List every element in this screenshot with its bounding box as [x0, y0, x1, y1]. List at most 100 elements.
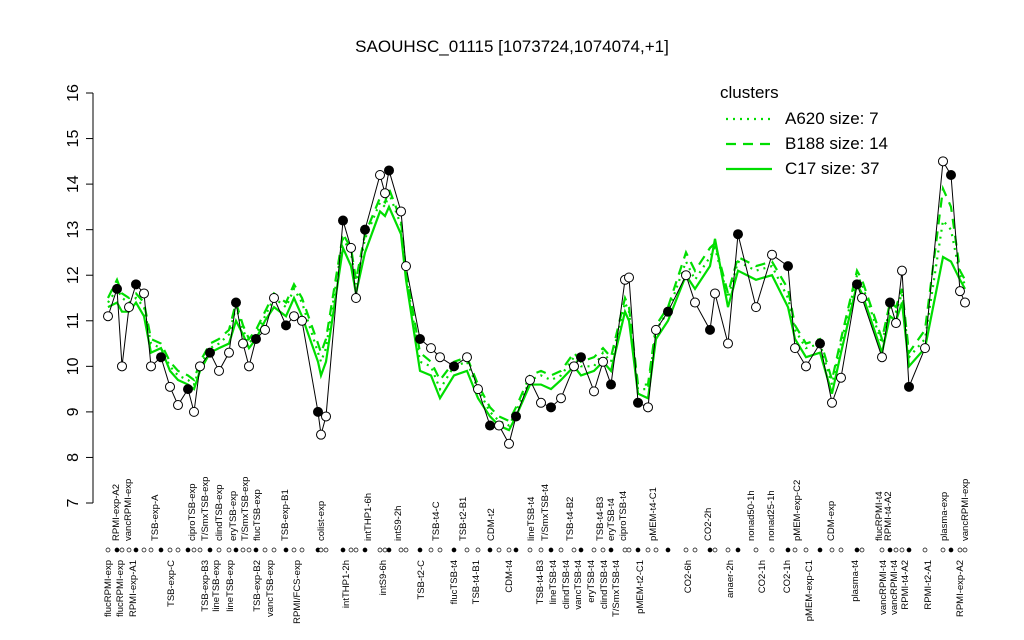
x-tick-label: plasma-exp — [939, 492, 950, 541]
point — [651, 324, 661, 335]
condition-dot — [608, 547, 614, 553]
condition-dot — [792, 547, 798, 553]
x-tick-label: clindTSB-t4 — [599, 560, 610, 609]
point — [955, 286, 965, 297]
x-tick-label: vancRPMI-exp — [960, 479, 971, 541]
condition-dot — [158, 547, 164, 553]
point — [852, 279, 862, 290]
x-tick-label: lineTSB-exp — [225, 560, 236, 612]
point — [904, 381, 914, 392]
x-tick-label: clindTSB-exp — [214, 485, 225, 542]
condition-dot — [940, 547, 946, 553]
condition-dot — [233, 547, 239, 553]
point — [733, 229, 743, 240]
point — [690, 297, 700, 308]
x-tick-label: ciproTSB-exp — [187, 483, 198, 541]
x-tick-label: lineTSB-t4 — [526, 497, 537, 541]
condition-dot — [769, 547, 775, 553]
y-tick-label: 12 — [65, 266, 82, 284]
condition-dot — [262, 547, 268, 553]
condition-dot — [382, 547, 388, 553]
point — [380, 188, 390, 199]
condition-dot — [957, 547, 963, 553]
condition-dot — [348, 547, 354, 553]
condition-dot — [879, 547, 885, 553]
condition-dot — [962, 547, 968, 553]
condition-dot — [105, 547, 111, 553]
point — [231, 297, 241, 308]
point — [449, 361, 459, 372]
condition-dot — [899, 547, 905, 553]
point — [546, 402, 556, 413]
condition-dot — [323, 547, 329, 553]
condition-dot — [622, 547, 628, 553]
point — [183, 384, 193, 395]
x-tick-label: T/SmxTSB-t4 — [540, 484, 551, 541]
condition-dot — [838, 547, 844, 553]
condition-dot — [191, 547, 197, 553]
point — [494, 420, 504, 431]
point — [705, 324, 715, 335]
point — [681, 270, 691, 281]
legend-label: A620 size: 7 — [785, 109, 879, 128]
point — [723, 338, 733, 349]
x-tick-label: flucTSB-exp — [252, 489, 263, 541]
condition-dot — [246, 547, 252, 553]
legend-title: clusters — [720, 83, 779, 102]
condition-dot — [428, 547, 434, 553]
point — [426, 343, 436, 354]
x-tick-label: vancRPMI-t4 — [878, 560, 889, 615]
condition-dot — [735, 547, 741, 553]
x-tick-label: TSB-t2-C — [416, 560, 427, 600]
x-tick-label: nonad50-1h — [746, 490, 757, 541]
x-tick-label: plasma-t4 — [850, 560, 861, 602]
point — [462, 352, 472, 363]
x-tick-label: CDM-t2 — [486, 508, 497, 541]
x-tick-label: RPMI-exp-A2 — [955, 560, 966, 617]
y-tick-label: 7 — [65, 498, 82, 507]
x-tick-label: flucRPMI-t4 — [874, 491, 885, 541]
condition-dot — [283, 547, 289, 553]
point — [224, 347, 234, 358]
point — [281, 320, 291, 331]
x-tick-label: TSB-exp-A — [150, 494, 161, 541]
point — [189, 406, 199, 417]
x-tick-label: flucTSB-t4 — [449, 560, 460, 604]
x-tick-label: TSB-exp-B1 — [280, 489, 291, 541]
point — [415, 334, 425, 344]
point — [313, 406, 323, 417]
x-tick-label: RPMI-exp-A2 — [111, 484, 122, 541]
point — [790, 343, 800, 354]
condition-dot — [271, 547, 277, 553]
point — [351, 293, 361, 303]
x-tick-label: RPMI-t4-A2 — [883, 491, 894, 541]
condition-dot — [386, 547, 392, 553]
condition-dot — [803, 547, 809, 553]
point — [598, 356, 608, 367]
x-tick-label: colist-exp — [316, 501, 327, 541]
point — [633, 397, 643, 408]
condition-dot — [207, 547, 213, 553]
point — [316, 429, 326, 440]
condition-dot — [707, 547, 713, 553]
x-tick-label: TSB-exp-B2 — [252, 560, 263, 612]
legend-label: C17 size: 37 — [785, 159, 880, 178]
point — [156, 352, 166, 363]
point — [146, 361, 156, 372]
point — [401, 261, 411, 272]
x-tick-label: TSB-t4-B3 — [535, 560, 546, 604]
condition-dot — [887, 547, 893, 553]
x-tick-label: CO2-1h — [757, 560, 768, 593]
x-tick-label: vancTSB-t4 — [573, 560, 584, 610]
x-tick-label: intS9-2h — [393, 506, 404, 541]
point — [396, 206, 406, 217]
condition-dot — [948, 547, 954, 553]
point — [375, 170, 385, 180]
condition-dot — [645, 547, 651, 553]
condition-dot — [353, 547, 359, 553]
condition-dot — [653, 547, 659, 553]
condition-dot — [854, 547, 860, 553]
point — [269, 293, 279, 303]
x-tick-label: RPMI-exp-A1 — [128, 560, 139, 617]
